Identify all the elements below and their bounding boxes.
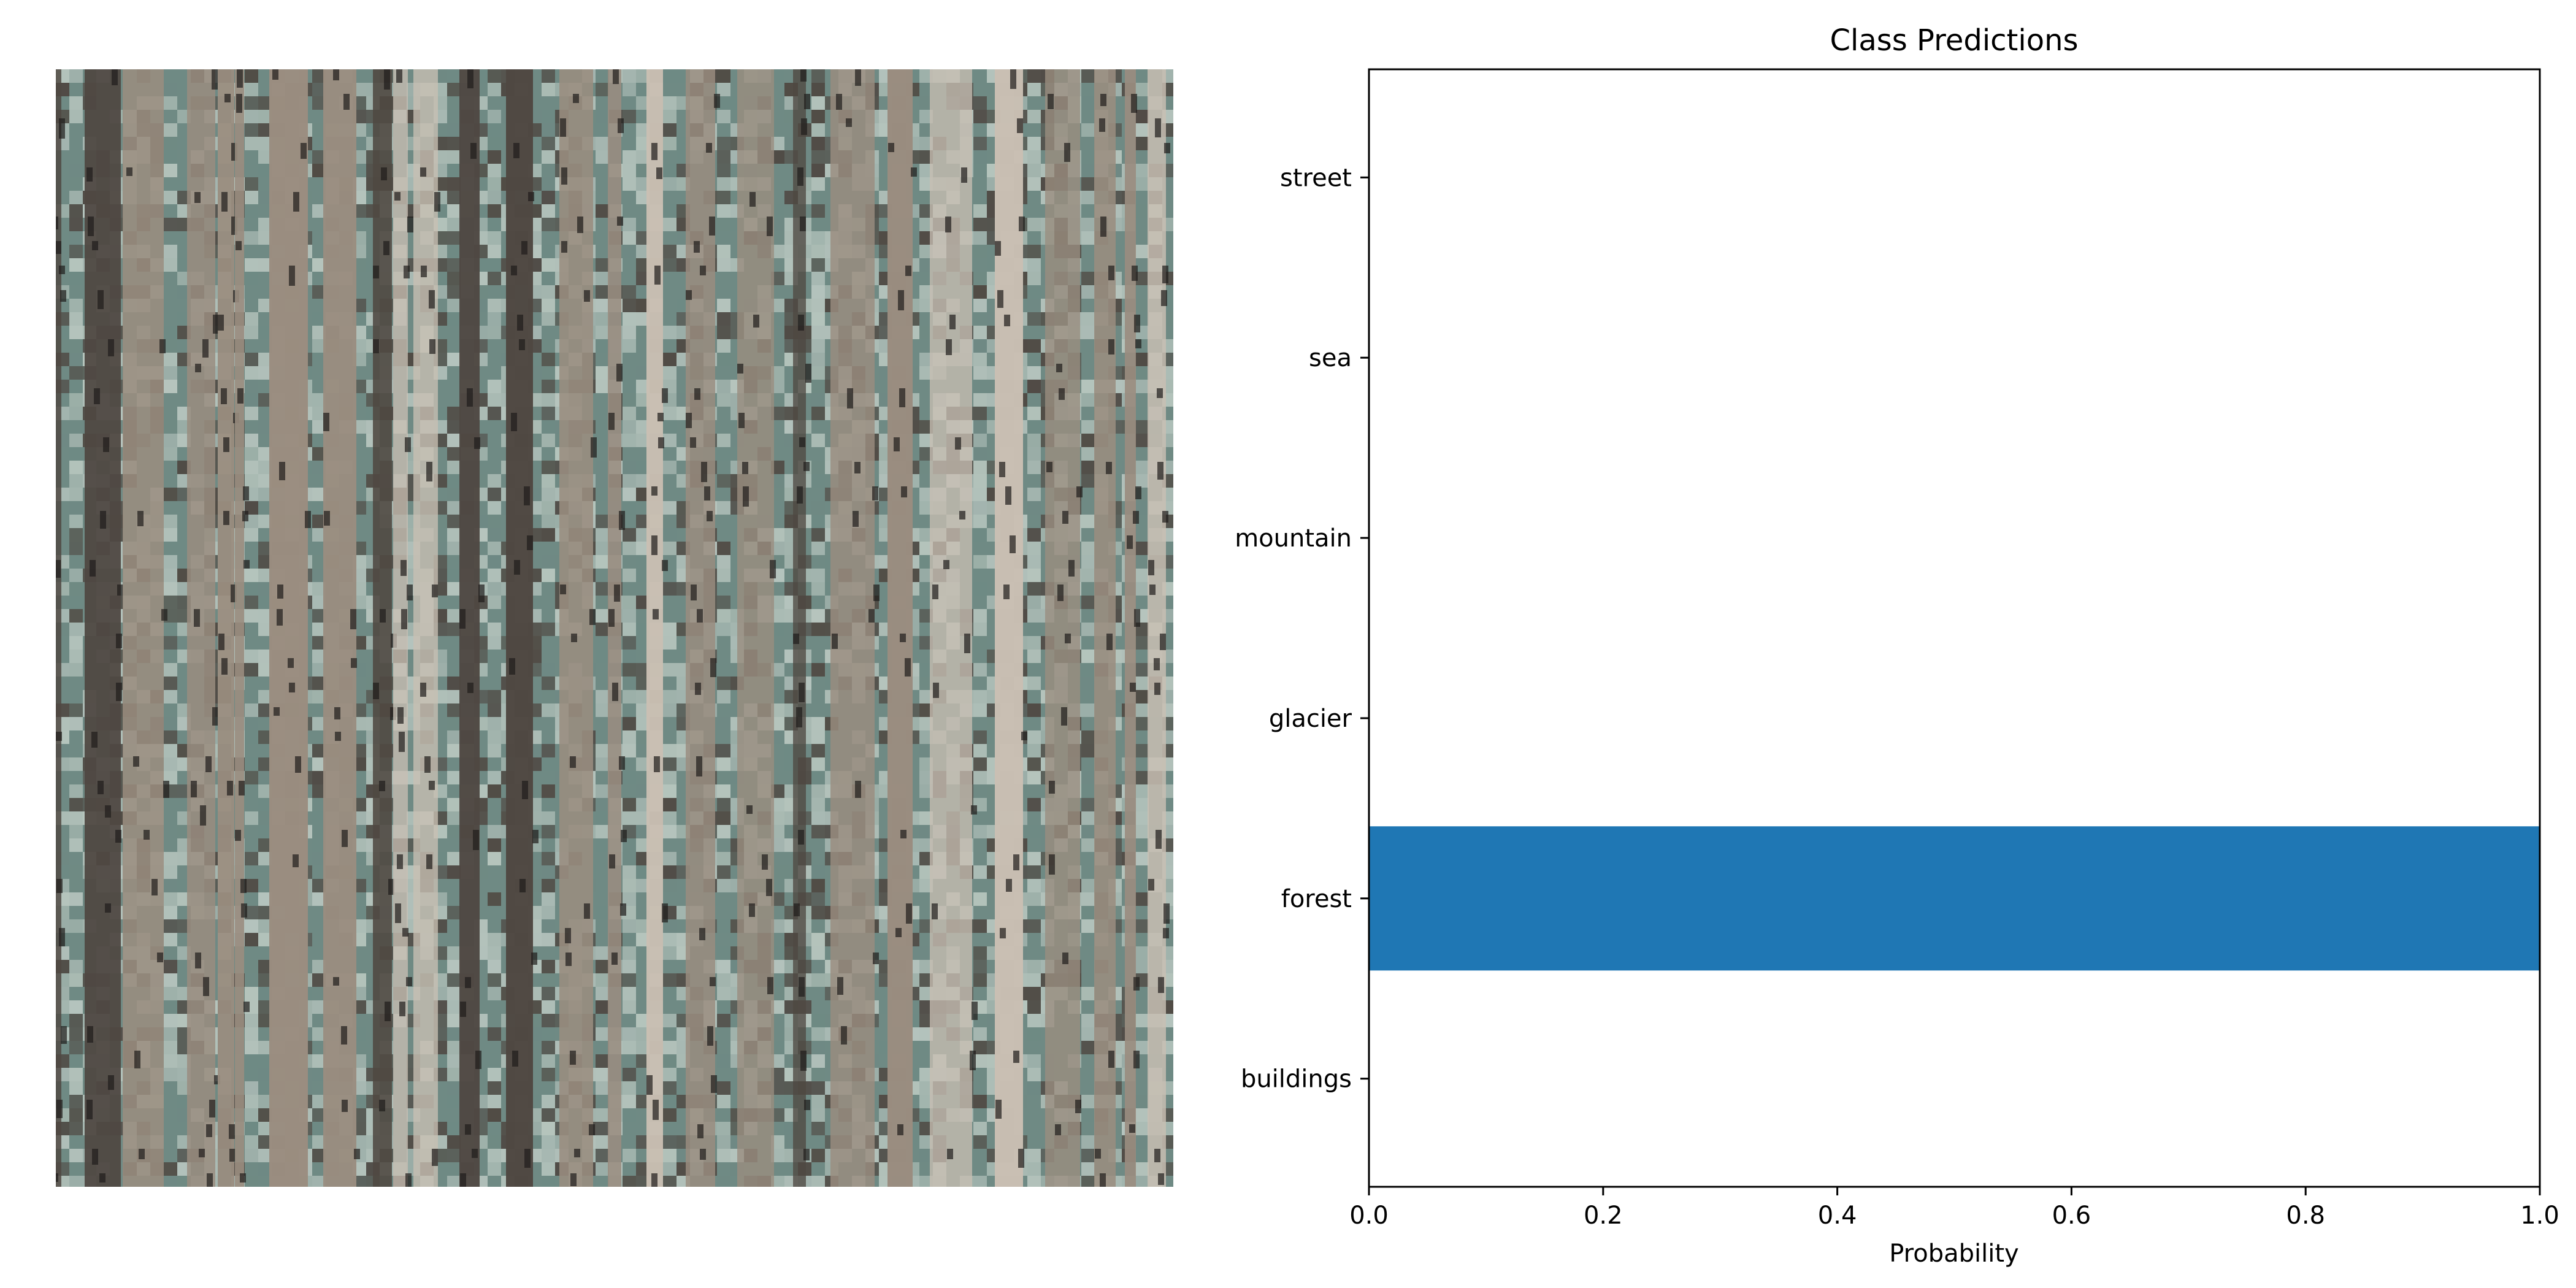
- plot-frame: [1368, 68, 2541, 1188]
- y-tick-label-buildings: buildings: [1241, 1065, 1352, 1094]
- x-tick-label: 0.8: [2286, 1202, 2325, 1230]
- x-tick-label: 0.6: [2052, 1202, 2091, 1230]
- y-tick-label-street: street: [1280, 164, 1352, 192]
- input-image-panel: [56, 69, 1173, 1187]
- y-tick-label-glacier: glacier: [1269, 705, 1352, 733]
- y-tick-label-forest: forest: [1281, 885, 1352, 913]
- x-tick-label: 0.0: [1349, 1202, 1389, 1230]
- x-axis: 0.0 0.2 0.4 0.6 0.8 1.0: [1349, 1187, 2559, 1230]
- chart-title: Class Predictions: [1830, 23, 2079, 58]
- forest-image: [56, 69, 1173, 1187]
- bar-forest: [1369, 826, 2540, 971]
- y-tick-label-sea: sea: [1309, 344, 1352, 372]
- x-tick-label: 0.4: [1818, 1202, 1857, 1230]
- bars-layer: [1369, 826, 2540, 971]
- y-tick-label-mountain: mountain: [1235, 524, 1352, 553]
- x-tick-label: 0.2: [1584, 1202, 1623, 1230]
- x-axis-label: Probability: [1889, 1240, 2018, 1268]
- x-tick-label: 1.0: [2520, 1202, 2559, 1230]
- y-axis: buildings forest glacier mountain sea street: [1235, 164, 1369, 1094]
